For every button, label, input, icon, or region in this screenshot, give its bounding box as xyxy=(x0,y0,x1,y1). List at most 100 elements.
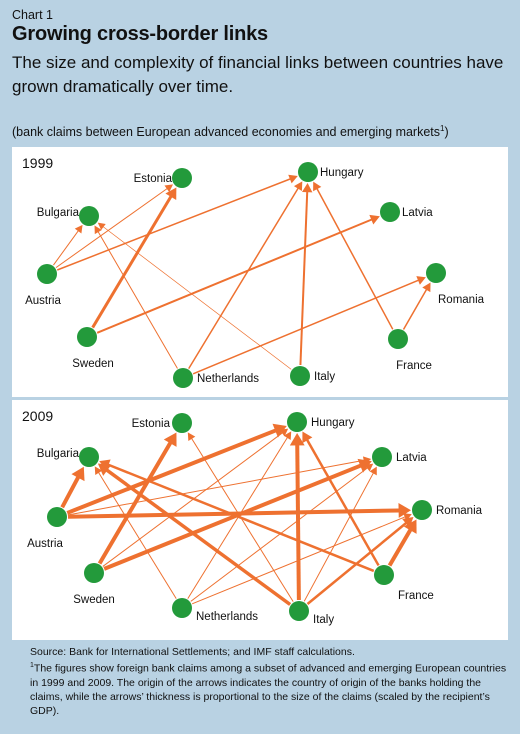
node-label-latvia: Latvia xyxy=(402,207,433,219)
arrow-head xyxy=(403,513,412,521)
node-label-italy: Italy xyxy=(313,614,334,626)
arrow-head xyxy=(416,276,426,285)
arrow-head xyxy=(369,214,380,225)
node-label-italy: Italy xyxy=(314,371,335,383)
panel-year-1999: 1999 xyxy=(22,155,54,171)
node-bulgaria xyxy=(79,206,99,226)
arrow-head xyxy=(289,432,305,446)
node-label-france: France xyxy=(398,590,434,602)
node-label-bulgaria: Bulgaria xyxy=(37,448,80,460)
arrow-head xyxy=(165,187,177,200)
arrow-shaft xyxy=(97,441,173,565)
arrow-head xyxy=(74,224,83,234)
arrow-netherlands-to-bulgaria xyxy=(94,225,178,369)
arrow-austria-to-bulgaria xyxy=(60,466,85,509)
note-text: (bank claims between European advanced e… xyxy=(12,125,441,140)
arrow-head xyxy=(313,181,322,192)
arrow-france-to-romania xyxy=(387,519,417,567)
arrow-shaft xyxy=(55,188,168,269)
footnote-marker: 1 xyxy=(30,662,34,669)
node-bulgaria xyxy=(79,447,99,467)
arrow-shaft xyxy=(60,476,80,509)
node-netherlands xyxy=(173,368,193,388)
source-line: Source: Bank for International Settlemen… xyxy=(30,646,355,658)
arrow-italy-to-latvia xyxy=(303,466,377,602)
node-label-france: France xyxy=(396,360,432,372)
arrow-sweden-to-estonia xyxy=(97,432,177,565)
arrow-shaft xyxy=(187,437,288,599)
node-sweden xyxy=(77,327,97,347)
arrow-shaft xyxy=(107,463,375,573)
node-latvia xyxy=(380,202,400,222)
node-romania xyxy=(412,500,432,520)
arrow-shaft xyxy=(66,428,277,515)
arrow-sweden-to-latvia xyxy=(96,214,380,334)
arrow-head xyxy=(279,428,289,437)
arrow-shaft xyxy=(190,467,368,602)
node-france xyxy=(388,329,408,349)
arrow-france-to-romania xyxy=(402,282,431,330)
node-hungary xyxy=(298,162,318,182)
arrow-austria-to-hungary xyxy=(66,423,287,515)
arrow-head xyxy=(283,431,292,440)
node-label-netherlands: Netherlands xyxy=(197,373,259,385)
arrow-shaft xyxy=(299,191,309,366)
arrow-italy-to-hungary xyxy=(289,432,305,601)
arrow-netherlands-to-hungary xyxy=(187,431,292,599)
panel-year-2009: 2009 xyxy=(22,408,54,424)
arrow-shaft xyxy=(56,178,291,271)
arrow-netherlands-to-bulgaria xyxy=(94,466,177,599)
node-label-sweden: Sweden xyxy=(73,594,115,606)
node-italy xyxy=(289,601,309,621)
arrow-netherlands-to-latvia xyxy=(190,463,374,602)
node-italy xyxy=(290,366,310,386)
network-panel-2009: Estonia Hungary Bulgaria Latvia Austria Roman… xyxy=(12,400,508,640)
arrow-france-to-bulgaria xyxy=(99,459,375,573)
arrow-head xyxy=(293,181,303,191)
arrow-shaft xyxy=(91,195,173,329)
node-label-austria: Austria xyxy=(27,538,63,550)
node-estonia xyxy=(172,413,192,433)
arrow-head xyxy=(422,282,431,293)
arrow-shaft xyxy=(97,231,178,369)
arrow-austria-to-bulgaria xyxy=(53,224,83,266)
edges-2009 xyxy=(60,423,417,606)
network-panel-1999: Estonia Hungary Bulgaria Latvia Austria Roman… xyxy=(12,147,508,397)
arrow-shaft xyxy=(387,528,413,567)
arrow-italy-to-bulgaria xyxy=(97,222,292,370)
arrow-shaft xyxy=(402,289,428,330)
node-label-estonia: Estonia xyxy=(134,173,173,185)
node-label-estonia: Estonia xyxy=(132,418,171,430)
arrow-italy-to-estonia xyxy=(187,432,294,602)
arrow-austria-to-hungary xyxy=(56,174,298,271)
node-label-romania: Romania xyxy=(436,505,483,517)
arrow-shaft xyxy=(188,187,299,369)
arrow-sweden-to-estonia xyxy=(91,187,177,329)
arrow-head xyxy=(357,458,372,473)
node-austria xyxy=(37,264,57,284)
node-latvia xyxy=(372,447,392,467)
node-label-latvia: Latvia xyxy=(396,452,427,464)
arrow-head xyxy=(94,466,103,475)
arrow-head xyxy=(369,466,377,476)
arrow-head xyxy=(163,432,177,447)
arrow-head xyxy=(99,459,111,471)
arrow-head xyxy=(97,222,106,230)
arrow-head xyxy=(272,423,287,438)
chart-subtitle: The size and complexity of financial lin… xyxy=(12,53,504,96)
arrow-head xyxy=(97,463,112,476)
node-austria xyxy=(47,507,67,527)
arrow-shaft xyxy=(191,516,406,605)
arrow-shaft xyxy=(295,444,301,601)
arrow-shaft xyxy=(53,230,79,266)
arrow-shaft xyxy=(191,438,294,602)
arrow-shaft xyxy=(102,226,292,370)
arrow-shaft xyxy=(96,218,373,334)
arrow-head xyxy=(402,516,414,528)
arrow-netherlands-to-romania xyxy=(192,276,426,375)
chart-title: Growing cross-border links xyxy=(12,23,268,45)
arrow-head xyxy=(164,184,174,193)
node-france xyxy=(374,565,394,585)
node-label-hungary: Hungary xyxy=(320,167,364,179)
arrow-france-to-hungary xyxy=(302,431,380,567)
